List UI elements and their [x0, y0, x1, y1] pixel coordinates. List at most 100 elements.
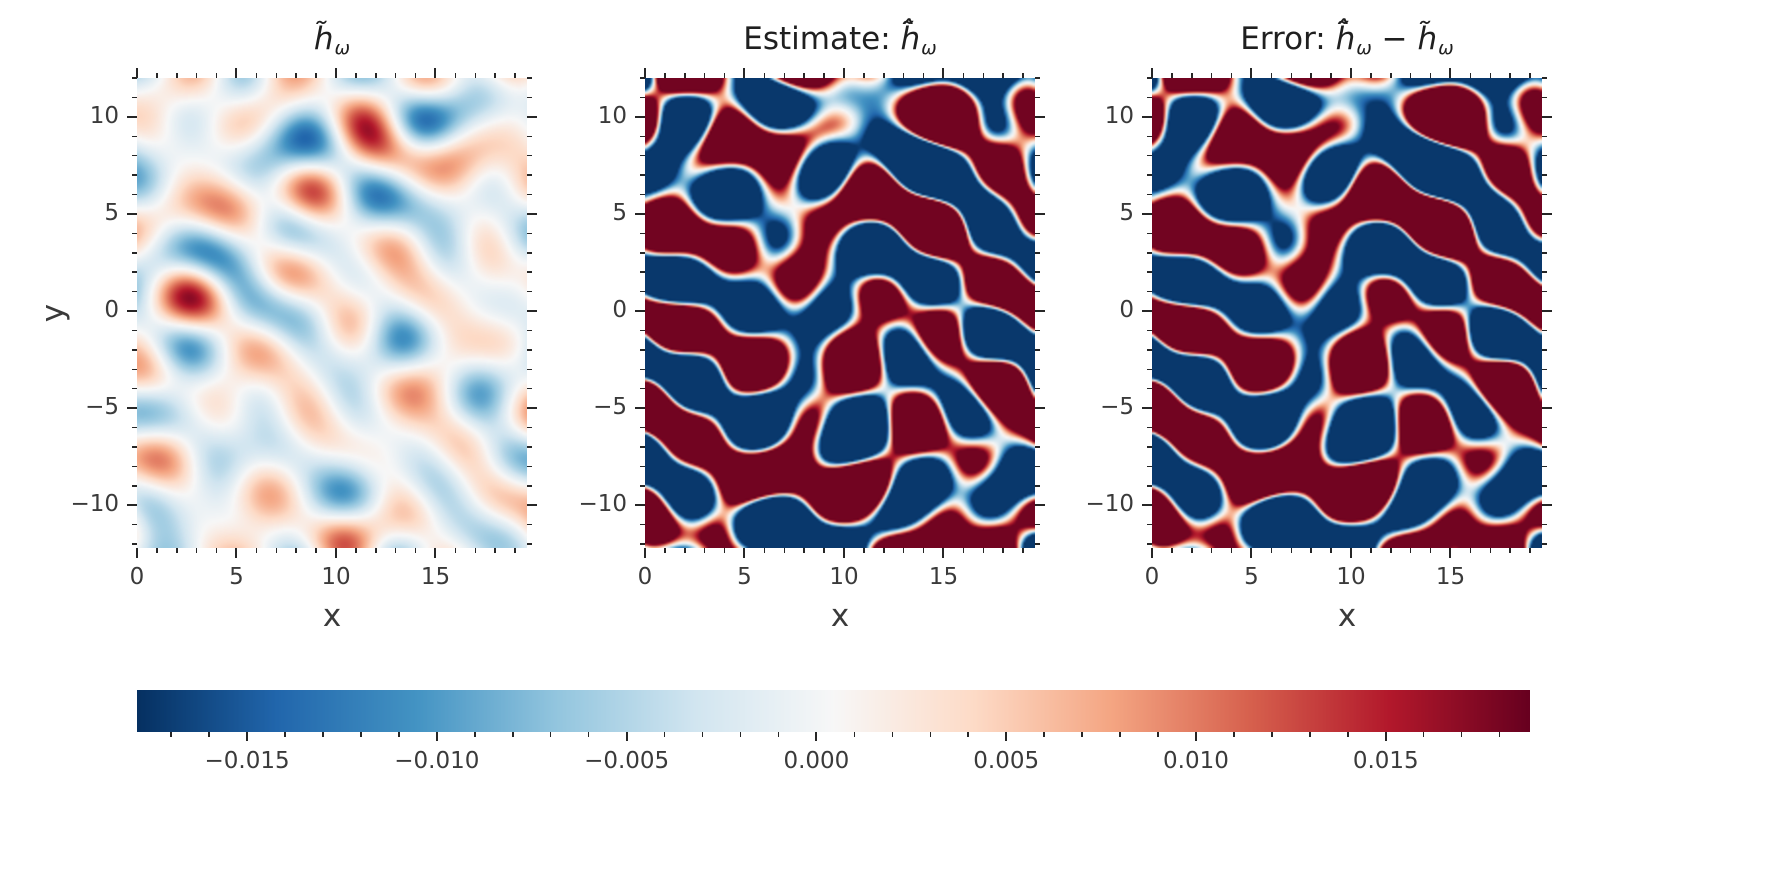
y-minor-tick [132, 290, 137, 293]
title-segment: ω [1356, 37, 1372, 59]
title-segment: h̃ [313, 21, 334, 57]
x-minor-tick [1489, 548, 1491, 553]
y-minor-tick-right [527, 77, 532, 79]
y-tick-label: −10 [1085, 491, 1134, 518]
y-tick-label: 0 [104, 297, 119, 324]
x-minor-tick [514, 548, 516, 553]
x-minor-tick [255, 548, 258, 553]
y-minor-tick-right [1542, 523, 1547, 526]
x-minor-tick [922, 548, 925, 553]
y-minor-tick [1147, 387, 1152, 390]
y-minor-tick-right [1542, 485, 1547, 487]
y-minor-tick [132, 387, 137, 390]
colorbar-major-tick [625, 732, 628, 741]
colorbar-major-tick [246, 732, 249, 741]
y-minor-tick-right [1035, 465, 1040, 468]
x-minor-tick [1469, 548, 1472, 553]
colorbar-major-tick [1384, 732, 1387, 741]
y-minor-tick-right [1035, 135, 1040, 137]
x-tick-label: 10 [1336, 564, 1366, 590]
y-minor-tick-right [527, 329, 532, 332]
y-minor-tick-right [1542, 387, 1547, 390]
x-minor-tick-top [1429, 73, 1432, 78]
x-minor-tick-top [195, 73, 198, 78]
y-minor-tick-right [1542, 349, 1547, 351]
y-tick-label: −10 [578, 491, 627, 518]
heatmap-canvas-error [1152, 78, 1542, 548]
x-major-tick-top [334, 68, 337, 78]
y-minor-tick [640, 135, 645, 137]
colorbar-minor-tick [398, 732, 400, 737]
y-major-tick-right [527, 310, 537, 313]
y-minor-tick [1147, 485, 1152, 487]
title-segment: Estimate: [743, 21, 901, 57]
y-major-tick-right [1542, 310, 1552, 313]
x-tick-label: 0 [1144, 564, 1160, 590]
title-segment: ω [334, 37, 351, 59]
x-minor-tick-top [1330, 73, 1332, 78]
colorbar-minor-tick [1081, 732, 1083, 737]
x-minor-tick-top [275, 73, 278, 78]
colorbar-tick-label: −0.010 [394, 748, 480, 774]
x-minor-tick [1270, 548, 1273, 553]
y-minor-tick [640, 426, 645, 429]
y-tick-label: −5 [1100, 394, 1134, 421]
y-major-tick-right [1035, 115, 1045, 118]
colorbar-tick-label: −0.005 [584, 748, 670, 774]
x-minor-tick-top [514, 73, 516, 78]
x-minor-tick [414, 548, 417, 553]
x-minor-tick-top [962, 73, 965, 78]
y-minor-tick [132, 368, 137, 371]
y-major-tick [635, 504, 645, 507]
x-tick-label: 5 [229, 564, 244, 590]
x-minor-tick [803, 548, 805, 553]
colorbar-minor-tick [208, 732, 210, 737]
colorbar-minor-tick [512, 732, 514, 737]
colorbar-tick-label: 0.010 [1163, 748, 1229, 774]
x-minor-tick-top [902, 73, 905, 78]
x-minor-tick-top [1290, 73, 1293, 78]
y-minor-tick-right [1035, 77, 1040, 79]
y-major-tick [1142, 310, 1152, 313]
colorbar-minor-tick [1271, 732, 1273, 737]
x-minor-tick-top [414, 73, 417, 78]
x-minor-tick [1230, 548, 1233, 553]
x-major-tick [942, 548, 945, 558]
x-major-tick [743, 548, 746, 558]
x-minor-tick-top [1230, 73, 1233, 78]
colorbar-minor-tick [1043, 732, 1045, 737]
y-minor-tick [132, 232, 137, 235]
colorbar-minor-tick [929, 732, 932, 737]
x-minor-tick [823, 548, 825, 553]
x-major-tick-top [743, 68, 746, 78]
y-minor-tick [1147, 446, 1152, 448]
y-minor-tick-right [1035, 426, 1040, 429]
x-minor-tick-top [1409, 73, 1412, 78]
title-segment: ω [921, 37, 937, 59]
y-minor-tick-right [1542, 329, 1547, 332]
x-minor-tick [315, 548, 317, 553]
y-minor-tick-right [1035, 543, 1040, 545]
y-minor-tick-right [527, 174, 532, 176]
y-minor-tick-right [1542, 193, 1547, 196]
y-tick-label: 0 [1119, 297, 1134, 324]
x-minor-tick [723, 548, 726, 553]
y-minor-tick-right [1542, 290, 1547, 293]
x-tick-label: 15 [928, 564, 959, 590]
x-major-tick-top [644, 68, 646, 78]
x-minor-tick [195, 548, 198, 553]
y-minor-tick [132, 523, 137, 526]
x-major-tick [434, 548, 437, 558]
x-minor-tick-top [1529, 73, 1531, 78]
y-minor-tick [132, 543, 137, 545]
x-minor-tick [156, 548, 158, 553]
x-minor-tick [664, 548, 666, 553]
y-major-tick-right [1542, 407, 1552, 410]
x-minor-tick [902, 548, 905, 553]
colorbar-minor-tick [1498, 732, 1501, 737]
y-minor-tick [1147, 465, 1152, 468]
x-major-tick [1349, 548, 1352, 558]
y-minor-tick-right [1035, 349, 1040, 351]
x-major-tick [235, 548, 238, 558]
